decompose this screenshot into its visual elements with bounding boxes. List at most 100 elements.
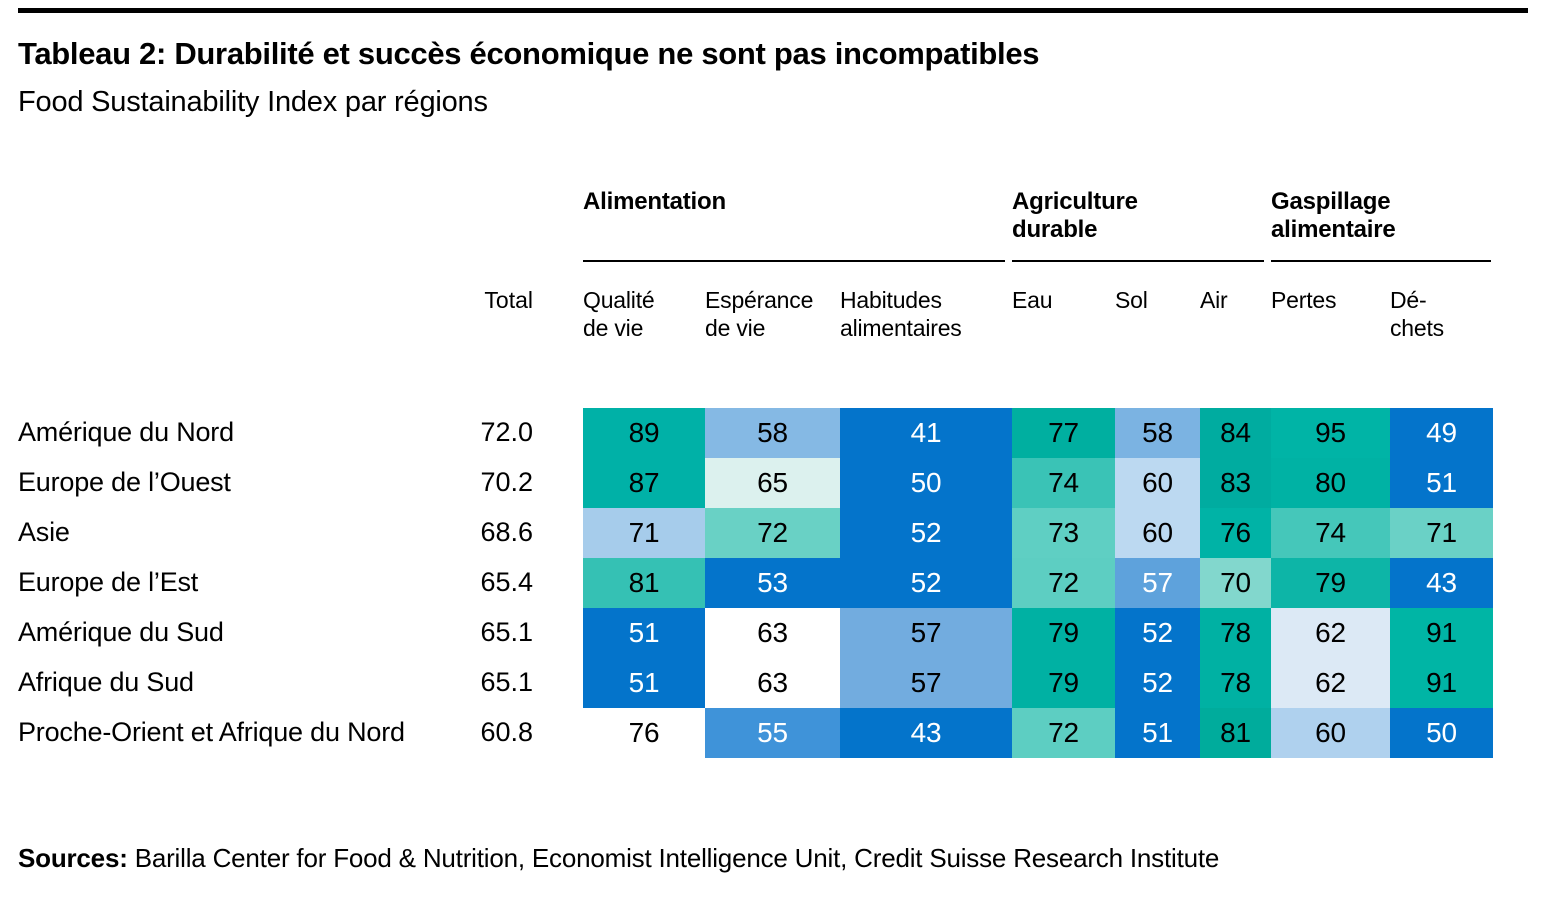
heatmap-cell: 72 [705,508,840,558]
table-header: Total Alimentation Agriculture durable Gas… [18,188,1493,342]
heatmap-cell: 65 [705,458,840,508]
heatmap-cell: 84 [1200,408,1271,458]
heatmap-cell: 74 [1012,458,1115,508]
column-group-underline [1271,260,1491,262]
heatmap-cell: 73 [1012,508,1115,558]
column-group-label: Agriculture durable [1012,188,1138,243]
heatmap-cell: 50 [840,458,1012,508]
region-total: 60.8 [480,717,533,747]
heatmap-cell: 55 [705,708,840,758]
sources-label: Sources: [18,843,128,873]
sources-line: Sources: Barilla Center for Food & Nutri… [18,843,1219,874]
heatmap-cell: 52 [1115,608,1200,658]
heatmap-cell: 49 [1390,408,1493,458]
total-column-header: Total [484,287,533,313]
column-header: Air [1200,287,1228,313]
heatmap-cell: 41 [840,408,1012,458]
region-total: 65.4 [480,567,533,597]
heatmap-cell: 95 [1271,408,1390,458]
heatmap-cell: 77 [1012,408,1115,458]
heatmap-cell: 52 [1115,658,1200,708]
column-group-label: Alimentation [583,188,726,215]
heatmap-cell: 79 [1012,658,1115,708]
heatmap-cell: 51 [1390,458,1493,508]
heatmap-cell: 52 [840,508,1012,558]
column-header: Pertes [1271,287,1337,313]
heatmap-cell: 91 [1390,658,1493,708]
heatmap-cell: 72 [1012,558,1115,608]
column-group-label: Gaspillage alimentaire [1271,188,1396,243]
heatmap-cell: 60 [1271,708,1390,758]
region-label: Europe de l’Ouest [18,467,231,497]
region-total: 65.1 [480,667,533,697]
heatmap-cell: 80 [1271,458,1390,508]
region-label: Afrique du Sud [18,667,194,697]
heatmap-cell: 74 [1271,508,1390,558]
heatmap-body: Amérique du Nord 72.0 89 58 41 77 58 84 95 49 Euro… [18,408,1493,758]
heatmap-cell: 62 [1271,608,1390,658]
heatmap-cell: 63 [705,658,840,708]
region-total: 70.2 [480,467,533,497]
row-spacer [533,558,583,608]
row-spacer [533,658,583,708]
row-spacer [533,708,583,758]
heatmap-cell: 87 [583,458,705,508]
row-spacer [533,458,583,508]
heatmap-cell: 63 [705,608,840,658]
heatmap-cell: 79 [1271,558,1390,608]
row-spacer [533,608,583,658]
heatmap-cell: 58 [1115,408,1200,458]
row-spacer [533,508,583,558]
heatmap-cell: 76 [583,708,705,758]
heatmap-cell: 72 [1012,708,1115,758]
column-group-underline [583,260,1005,262]
region-label: Amérique du Nord [18,417,234,447]
region-total: 65.1 [480,617,533,647]
heatmap-cell: 78 [1200,608,1271,658]
heatmap-cell: 43 [840,708,1012,758]
heatmap-cell: 50 [1390,708,1493,758]
region-label: Europe de l’Est [18,567,199,597]
sources-text: Barilla Center for Food & Nutrition, Eco… [127,843,1220,873]
column-header: Dé-chets [1390,287,1444,341]
heatmap-cell: 71 [583,508,705,558]
heatmap-cell: 83 [1200,458,1271,508]
top-rule [18,8,1528,13]
column-header: Habitudes alimentaires [840,287,962,341]
heatmap-cell: 57 [1115,558,1200,608]
column-header: Qualité de vie [583,287,655,341]
column-header: Eau [1012,287,1053,313]
region-total: 72.0 [480,417,533,447]
region-total: 68.6 [480,517,533,547]
heatmap-cell: 62 [1271,658,1390,708]
heatmap-cell: 43 [1390,558,1493,608]
heatmap-cell: 51 [1115,708,1200,758]
heatmap-cell: 60 [1115,458,1200,508]
row-spacer [533,408,583,458]
region-label: Asie [18,517,70,547]
heatmap-cell: 57 [840,658,1012,708]
heatmap-cell: 91 [1390,608,1493,658]
heatmap-cell: 79 [1012,608,1115,658]
heatmap-cell: 53 [705,558,840,608]
region-label: Amérique du Sud [18,617,224,647]
page-subtitle: Food Sustainability Index par régions [18,86,488,118]
heatmap-cell: 76 [1200,508,1271,558]
heatmap-cell: 81 [1200,708,1271,758]
region-label: Proche-Orient et Afrique du Nord [18,717,405,747]
heatmap-cell: 51 [583,658,705,708]
page-title: Tableau 2: Durabilité et succès économiq… [18,36,1040,71]
heatmap-cell: 57 [840,608,1012,658]
heatmap-cell: 81 [583,558,705,608]
column-header: Sol [1115,287,1148,313]
heatmap-cell: 78 [1200,658,1271,708]
heatmap-cell: 71 [1390,508,1493,558]
heatmap-cell: 58 [705,408,840,458]
heatmap-cell: 51 [583,608,705,658]
heatmap-cell: 89 [583,408,705,458]
heatmap-cell: 70 [1200,558,1271,608]
column-header: Espérance de vie [705,287,814,341]
column-group-underline [1012,260,1264,262]
heatmap-cell: 52 [840,558,1012,608]
